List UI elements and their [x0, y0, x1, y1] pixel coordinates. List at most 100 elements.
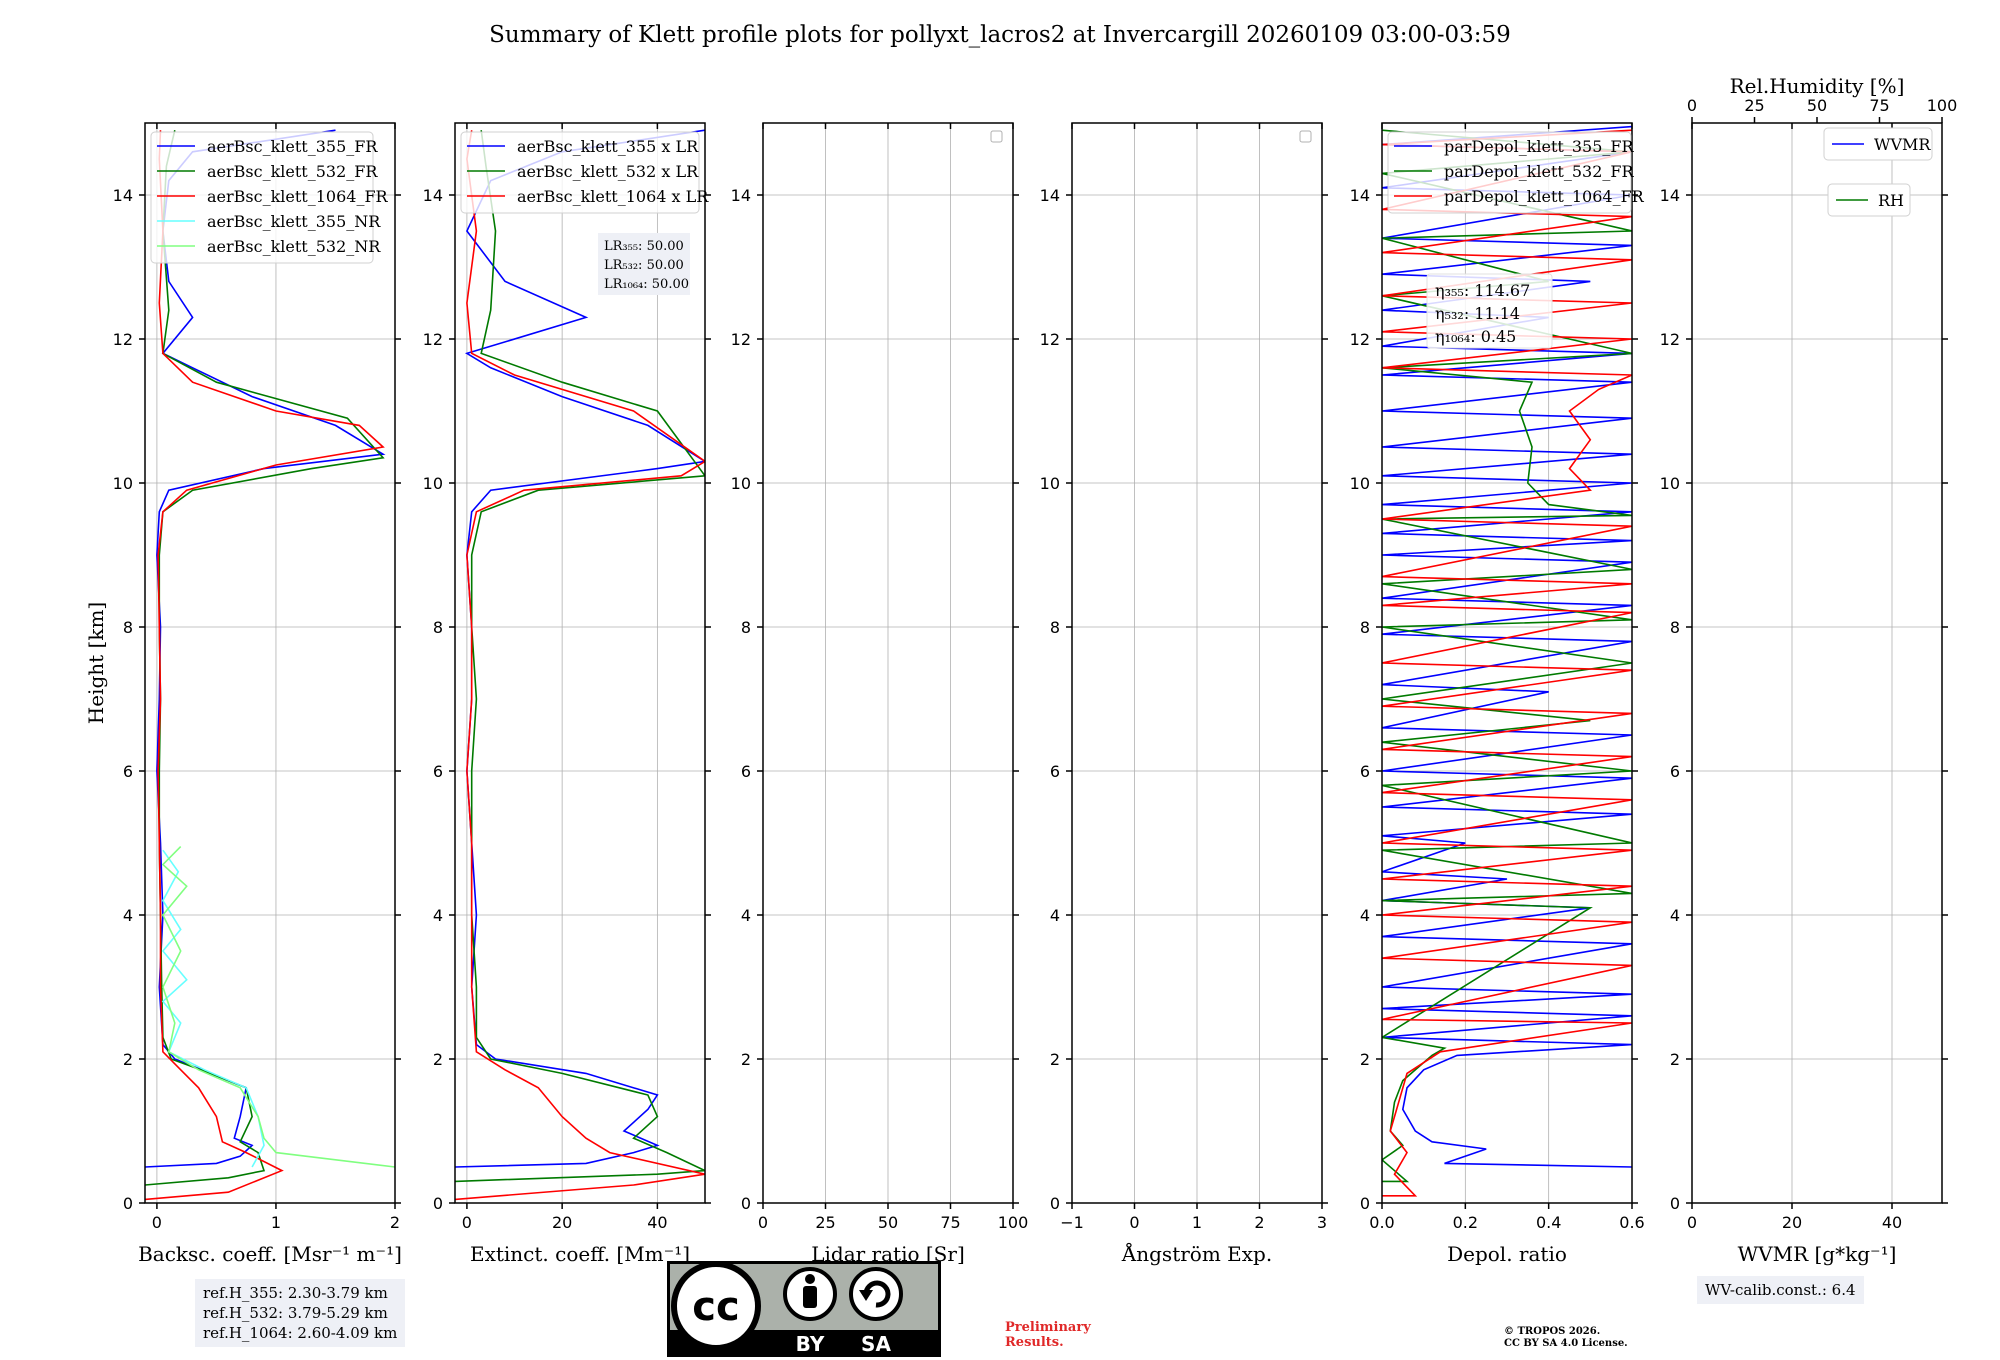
eta-label: η₅₃₂: 11.14	[1435, 304, 1520, 323]
legend-box	[150, 131, 374, 264]
panel-frame	[144, 122, 396, 1204]
y-tick-label: 2	[741, 1050, 751, 1069]
empty-legend-box	[1299, 130, 1312, 143]
preliminary-line-1: Preliminary	[1005, 1320, 1091, 1335]
sa-arrow-arc	[863, 1280, 891, 1308]
eta-label: η₁₀₆₄: 0.45	[1435, 327, 1516, 346]
top-x-tick-label: 0	[1687, 96, 1697, 115]
series-line-1	[145, 129, 386, 1168]
plot-panel-6: 0 20 40 0 2 4 6 8 10 12 14 WVMR [g*kg⁻¹] 0 25 50 75 100 R…	[1660, 74, 1958, 1266]
eta-box	[1426, 273, 1553, 349]
empty-legend-box	[990, 130, 1003, 143]
x-tick-label: 0	[462, 1213, 472, 1232]
y-tick-label: 2	[123, 1050, 133, 1069]
lidar-ratio-label: LR₁₀₆₄: 50.00	[604, 277, 689, 292]
top-x-tick-label: 100	[1927, 96, 1958, 115]
series-group	[145, 129, 395, 1201]
y-tick-label: 0	[1670, 1194, 1680, 1213]
sa-share-icon	[849, 1267, 903, 1321]
reference-height-box: ref.H_355: 2.30-3.79 km ref.H_532: 3.79-…	[195, 1279, 406, 1347]
x-axis-label: Ångström Exp.	[1121, 1241, 1272, 1266]
lidar-ratio-box	[598, 233, 690, 295]
x-tick-label: 40	[1882, 1213, 1902, 1232]
y-tick-label: 14	[731, 186, 751, 205]
y-tick-label: 6	[741, 762, 751, 781]
x-tick-label: 0	[152, 1213, 162, 1232]
y-tick-label: 12	[113, 330, 133, 349]
x-tick-label: −1	[1060, 1213, 1084, 1232]
y-tick-label: 8	[741, 618, 751, 637]
y-tick-label: 8	[1050, 618, 1060, 637]
x-tick-label: 2	[1254, 1213, 1264, 1232]
y-tick-label: 10	[423, 474, 443, 493]
by-person-body	[803, 1286, 817, 1308]
y-tick-label: 12	[1040, 330, 1060, 349]
copyright-note: © TROPOS 2026. CC BY SA 4.0 License.	[1504, 1326, 1628, 1350]
legend: aerBsc_klett_355_FR aerBsc_klett_532_FRae…	[150, 131, 389, 264]
wv-calib-const: WV-calib.const.: 6.4	[1705, 1281, 1856, 1299]
refh-1064: ref.H_1064: 2.60-4.09 km	[203, 1324, 398, 1342]
panel-frame	[1691, 122, 1943, 1204]
by-person-head	[805, 1274, 815, 1284]
legend: parDepol_klett_355_FR parDepol_klett_532_…	[1387, 131, 1645, 214]
legend-label: aerBsc_klett_532_FR	[207, 162, 378, 181]
legend-label: aerBsc_klett_355 x LR	[517, 137, 699, 156]
y-tick-label: 12	[1660, 330, 1680, 349]
top-x-tick-label: 25	[1744, 96, 1764, 115]
legend-label: aerBsc_klett_355_NR	[207, 212, 381, 231]
y-tick-label: 8	[123, 618, 133, 637]
y-tick-label: 14	[1350, 186, 1370, 205]
y-tick-label: 0	[1050, 1194, 1060, 1213]
series-line-5	[161, 846, 395, 1168]
x-axis-label: WVMR [g*kg⁻¹]	[1738, 1242, 1897, 1266]
x-tick-label: 0	[1687, 1213, 1697, 1232]
x-tick-label: 25	[815, 1213, 835, 1232]
lidar-ratio-label: LR₅₃₂: 50.00	[604, 258, 684, 273]
sa-label: SA	[861, 1332, 891, 1356]
series-line-3	[1382, 129, 1632, 1197]
y-tick-label: 4	[433, 906, 443, 925]
x-tick-label: 100	[998, 1213, 1029, 1232]
y-tick-label: 2	[1050, 1050, 1060, 1069]
y-tick-label: 6	[433, 762, 443, 781]
legend-label: parDepol_klett_1064_FR	[1444, 187, 1645, 206]
preliminary-line-2: Results.	[1005, 1335, 1064, 1350]
legend-box	[1387, 131, 1632, 214]
y-tick-label: 6	[1050, 762, 1060, 781]
legend-label: aerBsc_klett_1064_FR	[207, 187, 389, 206]
y-tick-label: 0	[433, 1194, 443, 1213]
legend-box	[1827, 183, 1911, 217]
y-tick-label: 4	[1670, 906, 1680, 925]
series-line-2	[455, 130, 705, 1183]
y-tick-label: 4	[1050, 906, 1060, 925]
y-tick-label: 0	[123, 1194, 133, 1213]
cc-logo-icon	[671, 1261, 761, 1351]
panel-frame	[454, 122, 706, 1204]
by-label: BY	[796, 1332, 825, 1356]
x-tick-label: 0.4	[1536, 1213, 1561, 1232]
top-x-axis-label: Rel.Humidity [%]	[1730, 74, 1905, 98]
figure-title: Summary of Klett profile plots for polly…	[489, 22, 1511, 48]
x-tick-label: 1	[1192, 1213, 1202, 1232]
y-tick-label: 10	[1040, 474, 1060, 493]
x-axis-label: Extinct. coeff. [Mm⁻¹]	[470, 1242, 690, 1266]
series-line-2	[145, 130, 385, 1186]
y-tick-label: 4	[741, 906, 751, 925]
y-tick-label: 2	[433, 1050, 443, 1069]
x-tick-label: 50	[878, 1213, 898, 1232]
legend-label: aerBsc_klett_1064 x LR	[517, 187, 709, 206]
top-x-tick-label: 50	[1807, 96, 1827, 115]
y-tick-label: 10	[113, 474, 133, 493]
legend: aerBsc_klett_355 x LR aerBsc_klett_532 x …	[460, 131, 709, 214]
x-tick-label: 2	[390, 1213, 400, 1232]
legend-label: RH	[1878, 191, 1904, 210]
panel-frame	[1381, 122, 1633, 1204]
y-tick-label: 6	[1360, 762, 1370, 781]
y-axis-label: Height [km]	[84, 602, 108, 724]
y-tick-label: 10	[731, 474, 751, 493]
legend-label: parDepol_klett_355_FR	[1444, 137, 1635, 156]
y-tick-label: 14	[423, 186, 443, 205]
panel-frame	[1071, 122, 1323, 1204]
